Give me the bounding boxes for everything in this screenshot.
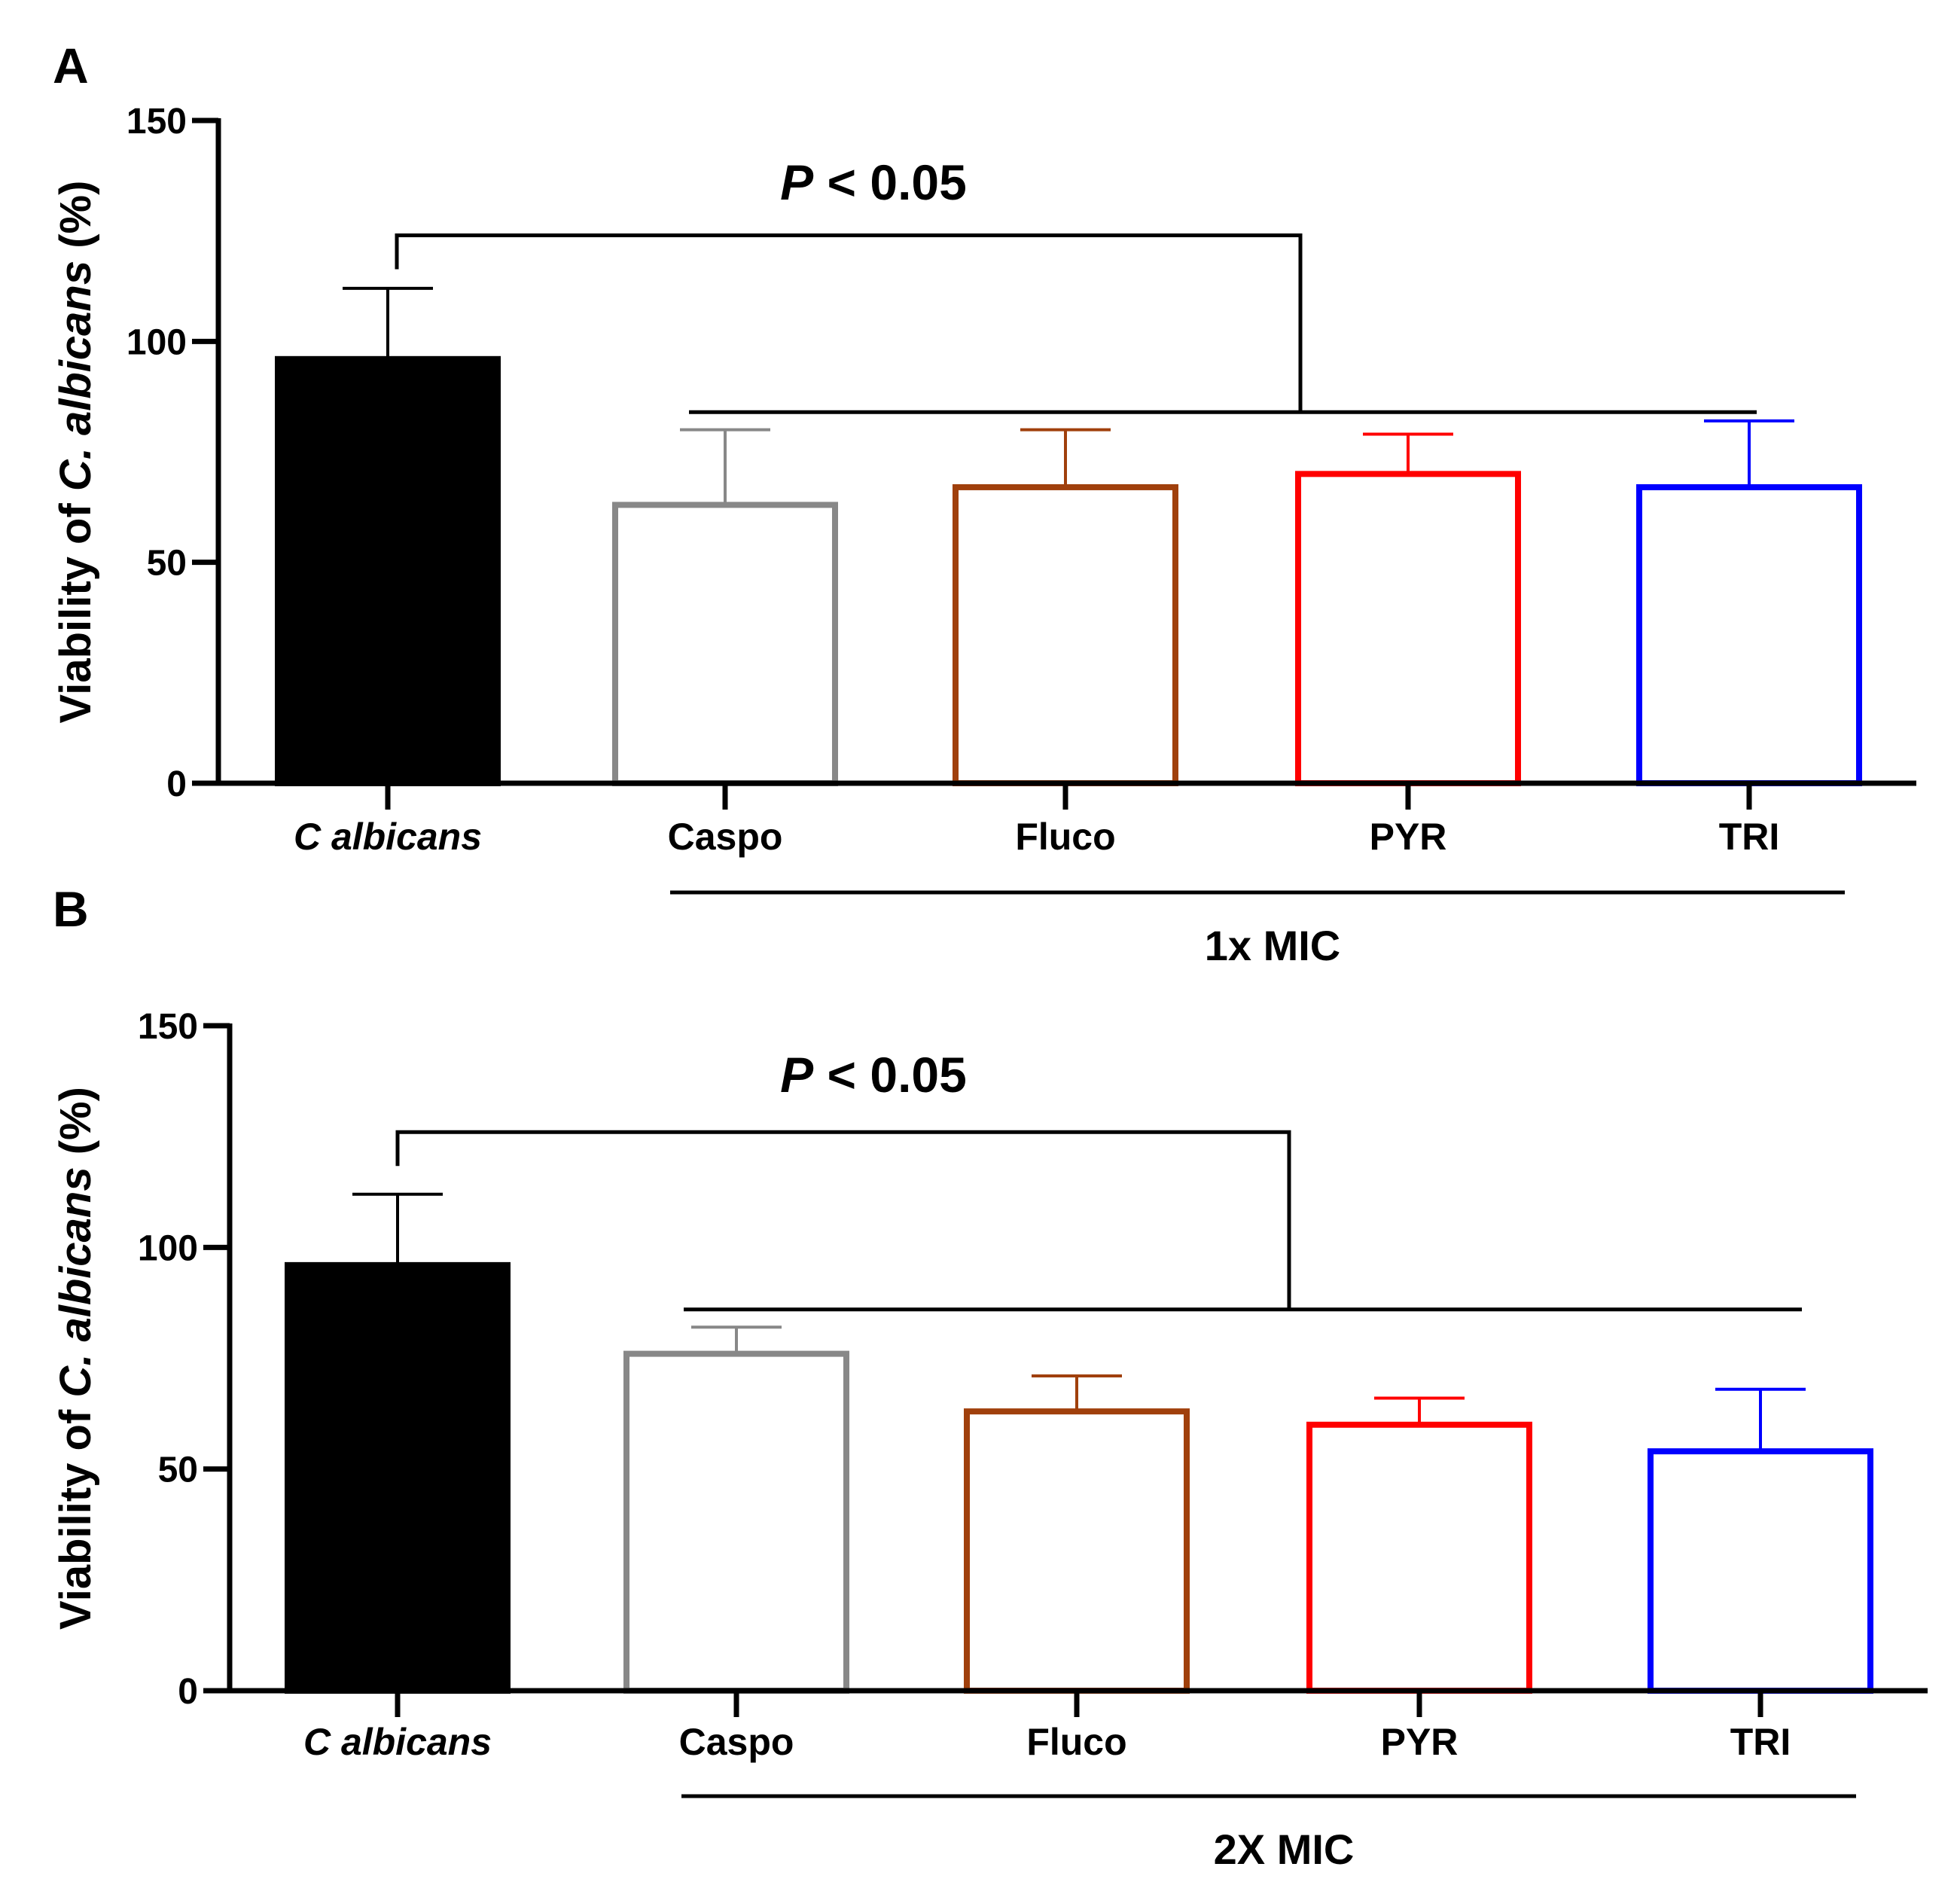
x-tick-label: C albicans: [294, 816, 482, 858]
y-tick-label: 100: [127, 322, 187, 362]
p-value-symbol: P: [780, 1047, 814, 1103]
y-axis-label-part: (%): [51, 181, 100, 261]
x-tick-label: Fluco: [1015, 816, 1115, 858]
y-tick-label: 150: [138, 1007, 198, 1047]
x-tick-label: C albicans: [303, 1721, 492, 1763]
group-label: 1x MIC: [1205, 922, 1341, 969]
bar-c-albicans: [275, 355, 501, 786]
bar-tri: [1636, 483, 1862, 787]
y-tick-label: 0: [178, 1672, 198, 1712]
x-tick-label: Caspo: [679, 1721, 794, 1763]
y-axis-label-part: C. albicans: [51, 261, 100, 491]
bar-pyr: [1306, 1421, 1532, 1694]
y-axis-label-part: C. albicans: [51, 1167, 100, 1397]
y-tick-label: 0: [166, 764, 187, 804]
x-tick-label: Caspo: [668, 816, 783, 858]
bar-fluco: [953, 483, 1178, 787]
p-value-label: P < 0.05: [780, 154, 967, 210]
y-axis-label-part: Viability of: [51, 1398, 100, 1630]
significance-bracket: [395, 1130, 1291, 1310]
y-axis-label-part: (%): [51, 1087, 100, 1167]
y-axis-label: Viability of C. albicans (%): [51, 181, 100, 724]
x-tick-label: PYR: [1381, 1721, 1459, 1763]
x-tick-label: TRI: [1719, 816, 1780, 858]
x-tick-label: PYR: [1370, 816, 1447, 858]
y-axis-label: Viability of C. albicans (%): [51, 1087, 100, 1630]
p-value-symbol: P: [780, 154, 814, 210]
y-tick-label: 50: [147, 544, 187, 584]
y-tick-label: 50: [158, 1450, 198, 1490]
p-value-text: < 0.05: [813, 154, 967, 210]
panel-a: A Viability of C. albicans (%) 0 50 100 150 C …: [51, 38, 1916, 969]
bar-pyr: [1295, 471, 1521, 786]
x-tick-label: Fluco: [1026, 1721, 1126, 1763]
bar-tri: [1648, 1448, 1873, 1694]
y-tick-label: 100: [138, 1228, 198, 1268]
group-label: 2X MIC: [1214, 1826, 1355, 1873]
panel-b: B Viability of C. albicans (%) 0 50 100 150 C …: [51, 881, 1928, 1873]
significance-bracket: [395, 233, 1303, 413]
x-tick-label: TRI: [1730, 1721, 1791, 1763]
panel-letter: A: [53, 38, 89, 93]
bar-c-albicans: [285, 1261, 511, 1694]
bar-caspo: [612, 502, 838, 787]
y-tick-label: 150: [127, 102, 187, 142]
panel-letter: B: [53, 881, 89, 937]
bar-caspo: [623, 1350, 849, 1694]
p-value-label: P < 0.05: [780, 1047, 967, 1103]
y-axis-label-part: Viability of: [51, 491, 100, 723]
p-value-text: < 0.05: [813, 1047, 967, 1103]
bar-fluco: [964, 1408, 1190, 1694]
